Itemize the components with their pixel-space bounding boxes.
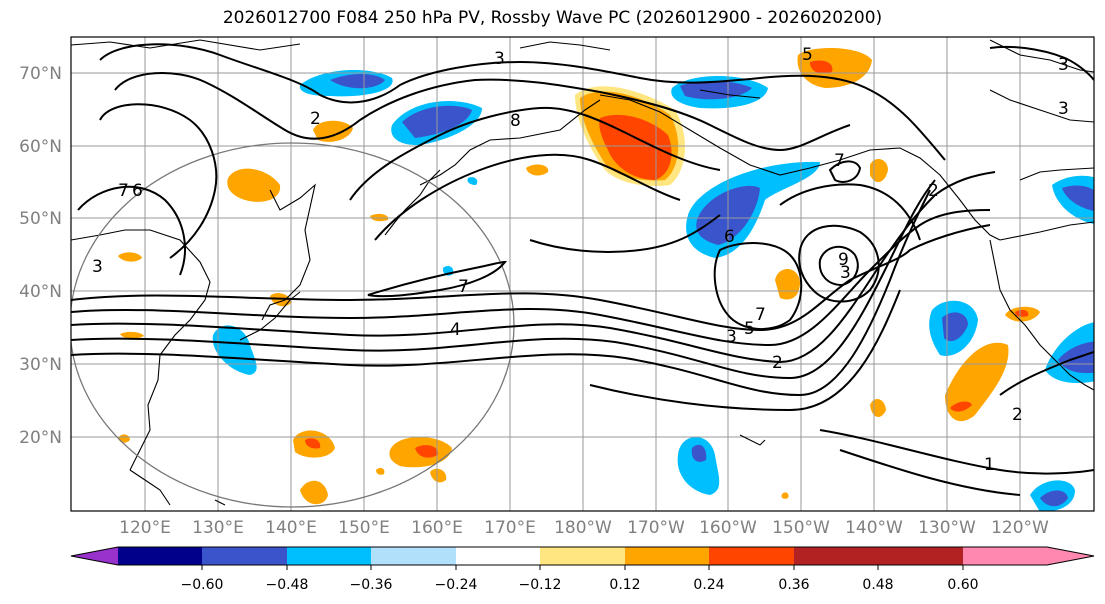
contour-label: 7 [118,181,129,201]
colorbar-tick-label: 0.24 [693,577,724,593]
lon-label: 160°W [699,518,757,538]
colorbar-segment [118,547,202,565]
contour-label: 2 [310,109,321,129]
colorbar-segment [625,547,709,565]
lon-label: 120°W [991,518,1049,538]
contour-label: 5 [744,319,755,339]
contour-label: 8 [510,111,521,131]
lon-label: 170°E [484,518,536,538]
contour-label: 6 [724,227,735,247]
colorbar-tick-label: 0.48 [862,577,893,593]
contour-label: 4 [450,320,461,340]
contour-label: 3 [840,263,851,283]
contour-label: 7 [755,305,766,325]
contour-label: 3 [726,327,737,347]
reference-circle [71,142,515,508]
lon-label: 130°W [918,518,976,538]
contour-label: 6 [132,181,143,201]
contour-label: 2 [1012,405,1023,425]
colorbar-extend-low [71,547,118,565]
colorbar: −0.60 −0.48 −0.36 −0.24 −0.12 0.12 0.24 … [70,546,1095,593]
map-title: 2026012700 F084 250 hPa PV, Rossby Wave … [222,8,883,28]
colorbar-tick-label: −0.60 [181,577,224,593]
contour-label: 7 [834,151,845,171]
colorbar-tick-label: −0.48 [266,577,309,593]
lon-label: 150°E [338,518,390,538]
contour-label: 1 [984,455,995,475]
contour-label: 3 [1058,99,1069,119]
colorbar-tick-label: −0.36 [350,577,393,593]
lat-label: 30°N [19,355,62,375]
latitude-labels: 70°N 60°N 50°N 40°N 30°N 20°N [19,64,62,448]
colorbar-segment [878,547,963,565]
pv-contours [71,43,1094,496]
map-border [70,36,1095,512]
lon-label: 180°W [554,518,612,538]
contour-label: 2 [928,181,939,201]
contour-label: 7 [458,277,469,297]
lat-label: 40°N [19,282,62,302]
colorbar-segment [287,547,371,565]
colorbar-tick-label: 0.12 [609,577,640,593]
contour-labels: 3 5 2 8 7 6 3 7 2 6 7 3 4 3 5 7 2 2 1 3 … [92,45,1069,475]
colorbar-tick-label: −0.24 [435,577,478,593]
colorbar-segment [540,547,625,565]
lat-label: 20°N [19,428,62,448]
lon-label: 150°W [772,518,830,538]
longitude-labels: 120°E 130°E 140°E 150°E 160°E 170°E 180°… [119,518,1049,538]
lon-label: 170°W [627,518,685,538]
colorbar-segment [202,547,287,565]
colorbar-segment [794,547,878,565]
lon-label: 130°E [192,518,244,538]
contour-label: 3 [92,257,103,277]
lon-label: 160°E [411,518,463,538]
lon-label: 120°E [119,518,171,538]
lon-label: 140°W [845,518,903,538]
contour-label: 2 [772,353,783,373]
graticule [71,37,1094,511]
contour-label: 3 [1058,55,1069,75]
colorbar-tick-label: −0.12 [519,577,562,593]
colorbar-tick-label: 0.36 [778,577,809,593]
lat-label: 70°N [19,64,62,84]
colorbar-segment [371,547,456,565]
colorbar-segment [709,547,794,565]
contour-label: 9 [838,250,849,270]
colorbar-extend-high [1047,547,1094,565]
colorbar-tick-label: 0.60 [947,577,978,593]
contour-label: 3 [494,49,505,69]
contour-label: 5 [802,45,813,65]
lat-label: 60°N [19,137,62,157]
lat-label: 50°N [19,209,62,229]
colorbar-segment [963,547,1047,565]
colorbar-segment [456,547,540,565]
lon-label: 140°E [265,518,317,538]
